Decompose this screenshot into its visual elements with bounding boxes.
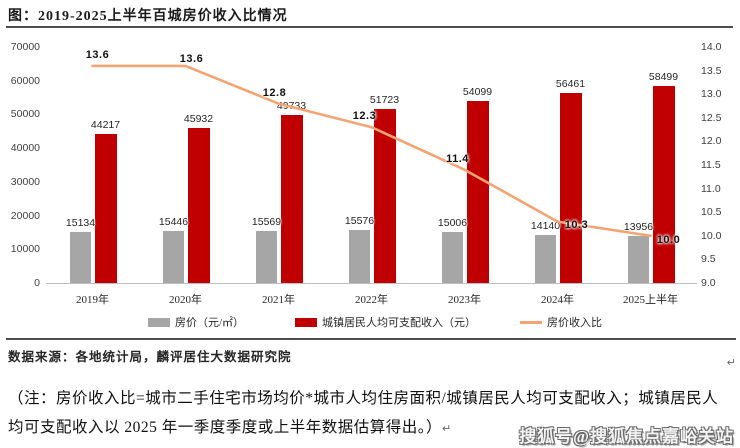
footnote-text: （注：房价收入比=城市二手住宅市场均价*城市人均住房面积/城镇居民人均可支配收入… [8,390,719,436]
ratio-value-label: 12.8 [262,86,287,99]
bar-value-label: 44217 [90,118,121,131]
ratio-value-label: 11.4 [446,152,469,165]
chart-title: 图：2019-2025上半年百城房价收入比情况 [8,9,288,24]
watermark-souhu-account: 搜狐号@搜狐焦点嘉峪关站 [519,427,734,446]
legend-swatch-house-price [148,317,170,327]
bar-disposable-income [187,128,210,283]
data-source-note: 数据来源：各地统计局，麟评居住大数据研究院 [8,350,292,364]
bar-value-label: 15134 [65,216,96,229]
legend-item: 城镇居民人均可支配收入（元） [295,314,476,330]
y-axis-tick-right: 9.5 [701,253,716,266]
y-axis-tick-left: 10000 [10,243,40,256]
x-axis-category: 2024年 [541,294,574,306]
ratio-value-label: 12.3 [352,110,377,123]
paragraph-return-mark: ↵ [726,357,736,369]
y-axis-tick-right: 9.0 [701,277,716,289]
bar-house-price [441,232,463,283]
bar-value-label: 14140 [530,220,561,233]
bar-disposable-income [280,115,303,283]
bar-house-price [255,230,277,283]
bar-value-label: 54099 [462,85,493,98]
x-axis-category: 2025上半年 [623,294,678,306]
bar-value-label: 56461 [555,77,586,90]
x-axis-category: 2020年 [169,294,202,306]
x-axis-line [46,283,697,284]
bar-value-label: 15569 [251,215,282,228]
legend-label: 城镇居民人均可支配收入（元） [322,317,476,329]
paragraph-return-mark: ↵ [442,423,452,435]
legend-item: 房价收入比 [520,314,602,330]
bar-disposable-income [559,92,582,283]
y-axis-tick-right: 14.0 [701,41,722,53]
source-divider [6,338,736,340]
y-axis-tick-left: 40000 [10,142,40,155]
legend-swatch-income [295,317,317,327]
bar-value-label: 15446 [158,215,189,228]
y-axis-tick-right: 12.0 [701,135,722,148]
legend-label: 房价收入比 [547,317,602,329]
y-axis-tick-left: 0 [34,277,40,289]
legend-label: 房价（元/㎡） [175,317,245,329]
y-axis-tick-left: 30000 [10,175,40,188]
bar-value-label: 58499 [648,70,679,83]
ratio-value-label: 13.6 [85,48,110,61]
y-axis-tick-right: 11.0 [701,182,721,195]
legend-item: 房价（元/㎡） [148,314,244,330]
y-axis-tick-right: 13.5 [701,64,722,77]
ratio-value-label: 13.6 [179,52,204,65]
y-axis-tick-left: 50000 [10,108,40,121]
y-axis-tick-right: 13.0 [701,88,722,101]
y-axis-tick-right: 10.5 [701,206,722,219]
footnote: （注：房价收入比=城市二手住宅市场均价*城市人均住房面积/城镇居民人均可支配收入… [8,384,734,444]
bar-value-label: 13956 [623,220,654,233]
bar-value-label: 51723 [369,93,400,106]
x-axis-category: 2022年 [355,294,388,306]
bar-disposable-income [373,108,396,283]
ratio-value-label: 10.3 [564,218,589,231]
x-axis-category: 2019年 [76,294,109,306]
bar-disposable-income [466,100,489,283]
ratio-value-label: 10.0 [656,233,681,246]
legend-swatch-ratio-line [520,320,542,324]
y-axis-tick-right: 10.0 [701,229,722,242]
x-axis-category: 2021年 [262,294,295,306]
y-axis-tick-right: 11.5 [701,159,721,171]
x-axis-category: 2023年 [448,294,481,306]
title-divider [6,26,733,28]
y-axis-tick-left: 60000 [10,74,40,87]
bar-value-label: 15006 [437,217,468,230]
bar-disposable-income [652,85,675,283]
y-axis-tick-right: 12.5 [701,111,722,124]
bar-house-price [627,235,649,283]
bar-house-price [162,230,184,283]
bar-house-price [534,235,556,283]
bar-house-price [69,231,91,283]
bar-value-label: 15576 [344,215,375,228]
y-axis-tick-left: 70000 [10,41,40,53]
y-axis-tick-left: 20000 [10,209,40,222]
bar-value-label: 45932 [183,113,214,126]
bar-disposable-income [94,133,117,283]
bar-house-price [348,230,370,283]
